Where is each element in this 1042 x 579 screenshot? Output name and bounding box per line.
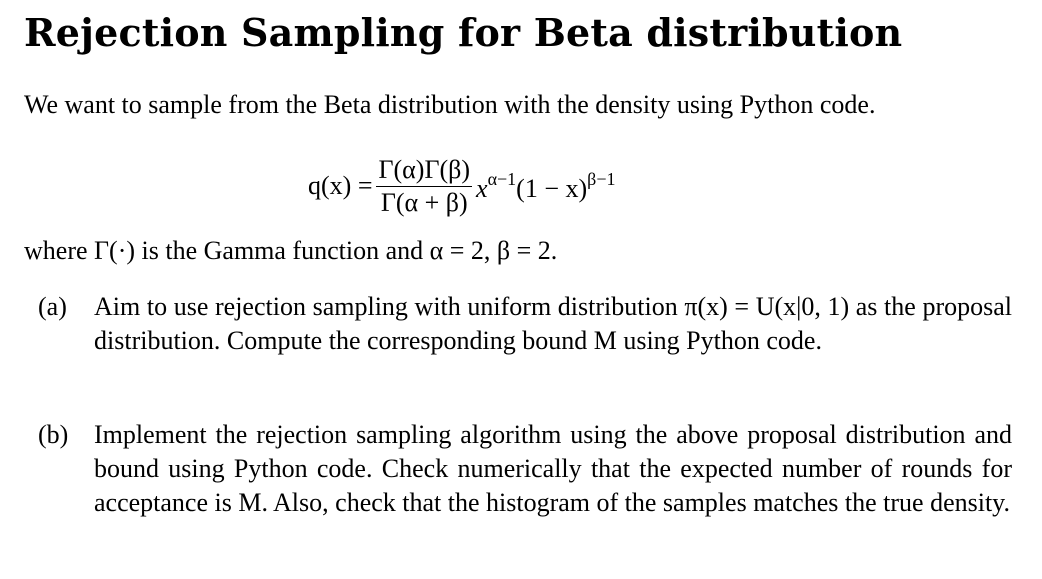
equation-lhs: q(x) = <box>308 171 373 200</box>
list-marker-b: (b) <box>38 420 69 449</box>
list-marker-a: (a) <box>38 292 67 321</box>
density-equation: q(x) = Γ(α)Γ(β) Γ(α + β) xα−1 (1 − x)β−1 <box>308 152 615 220</box>
list-item-b: (b) Implement the rejection sampling alg… <box>38 418 1012 520</box>
gamma-fraction: Γ(α)Γ(β) Γ(α + β) <box>376 155 473 217</box>
power-term-x: xα−1 <box>476 169 516 204</box>
section-title: Rejection Sampling for Beta distribution <box>24 10 903 55</box>
power-term-x-base: x <box>476 173 488 203</box>
fraction-numerator: Γ(α)Γ(β) <box>376 155 473 187</box>
where-paragraph: where Γ(·) is the Gamma function and α =… <box>24 236 558 265</box>
list-text-a: Aim to use rejection sampling with unifo… <box>94 292 1012 355</box>
intro-paragraph: We want to sample from the Beta distribu… <box>24 90 876 119</box>
list-item-a: (a) Aim to use rejection sampling with u… <box>38 290 1012 358</box>
list-text-b: Implement the rejection sampling algorit… <box>94 420 1012 517</box>
power-term-x-exponent: α−1 <box>487 168 517 189</box>
power-term-one-minus-x: (1 − x)β−1 <box>516 169 615 204</box>
power-term-one-minus-x-exponent: β−1 <box>587 168 616 189</box>
fraction-denominator: Γ(α + β) <box>380 187 468 217</box>
power-term-one-minus-x-base: (1 − x) <box>516 173 588 203</box>
